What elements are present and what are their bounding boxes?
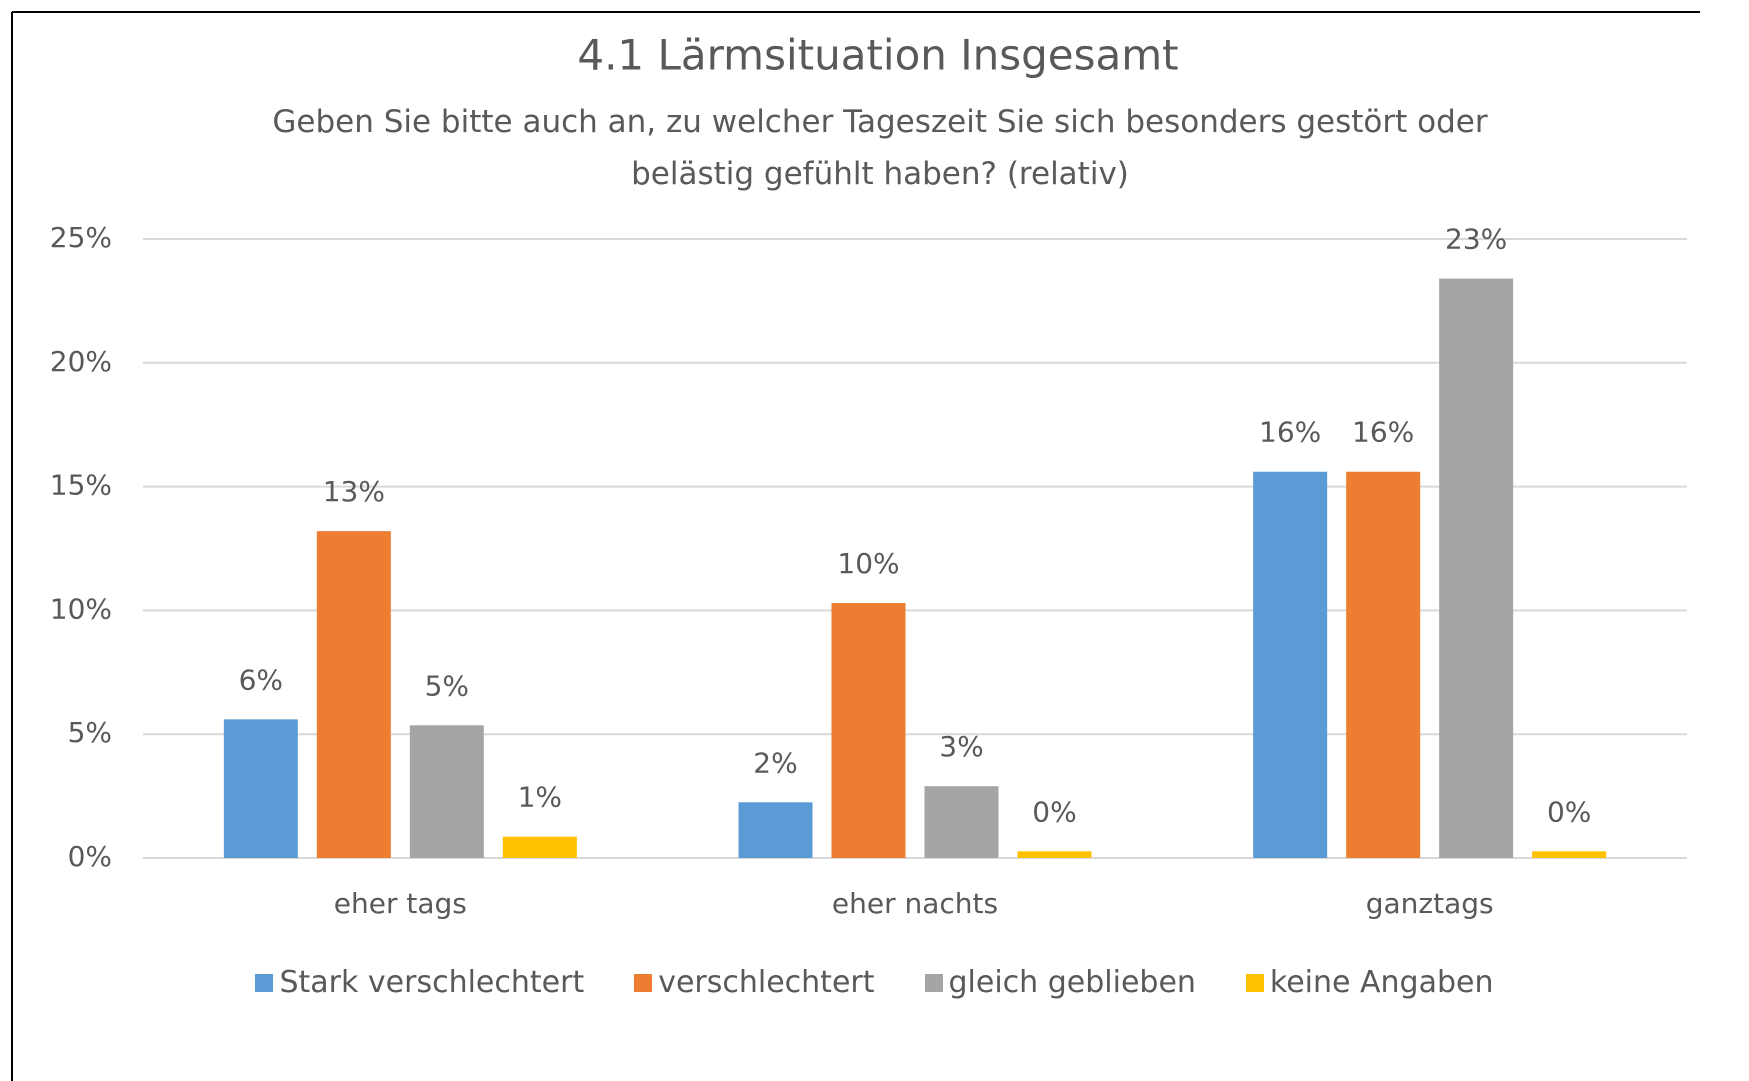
- legend-swatch: [1245, 973, 1264, 992]
- data-label: 3%: [939, 730, 983, 763]
- y-tick-label: 0%: [68, 840, 112, 873]
- data-label: 2%: [753, 746, 797, 779]
- x-tick-label: ganztags: [1366, 887, 1494, 920]
- bar: [502, 836, 577, 858]
- x-tick-label: eher tags: [334, 887, 467, 920]
- bar: [924, 786, 999, 858]
- legend: Stark verschlechtert verschlechtert gleich…: [0, 965, 1749, 1000]
- data-label: 10%: [837, 547, 899, 580]
- legend-swatch: [255, 973, 274, 992]
- y-tick-label: 25%: [50, 221, 112, 254]
- bar: [1532, 851, 1607, 858]
- bar: [1017, 851, 1092, 858]
- data-label: 13%: [323, 475, 385, 508]
- legend-label: Stark verschlechtert: [279, 965, 585, 1000]
- data-label: 5%: [425, 669, 469, 702]
- bar: [409, 725, 484, 858]
- data-label: 16%: [1352, 416, 1414, 449]
- data-label: 16%: [1259, 416, 1321, 449]
- bar: [831, 602, 906, 858]
- bar: [738, 802, 813, 858]
- bar: [223, 719, 298, 858]
- data-label: 0%: [1032, 795, 1076, 828]
- bar: [1253, 471, 1328, 858]
- y-tick-label: 20%: [50, 345, 112, 378]
- y-tick-label: 5%: [68, 716, 112, 749]
- chart-title: 4.1 Lärmsituation Insgesamt: [577, 31, 1178, 80]
- data-label: 1%: [518, 781, 562, 814]
- legend-item: gleich geblieben: [924, 965, 1196, 1000]
- legend-item: verschlechtert: [634, 965, 875, 1000]
- data-label: 23%: [1445, 223, 1507, 256]
- legend-swatch: [634, 973, 653, 992]
- legend-label: gleich geblieben: [948, 965, 1196, 1000]
- data-label: 6%: [239, 663, 283, 696]
- legend-label: verschlechtert: [658, 965, 875, 1000]
- y-tick-label: 15%: [50, 469, 112, 502]
- legend-item: keine Angaben: [1245, 965, 1494, 1000]
- bar: [316, 531, 391, 858]
- legend-item: Stark verschlechtert: [255, 965, 584, 1000]
- bar: [1439, 278, 1514, 859]
- legend-label: keine Angaben: [1269, 965, 1494, 1000]
- bar: [1346, 471, 1421, 858]
- chart-subtitle: Geben Sie bitte auch an, zu welcher Tage…: [272, 104, 1488, 192]
- data-label: 0%: [1547, 795, 1591, 828]
- y-tick-label: 10%: [50, 592, 112, 625]
- x-tick-label: eher nachts: [832, 887, 998, 920]
- legend-swatch: [924, 973, 943, 992]
